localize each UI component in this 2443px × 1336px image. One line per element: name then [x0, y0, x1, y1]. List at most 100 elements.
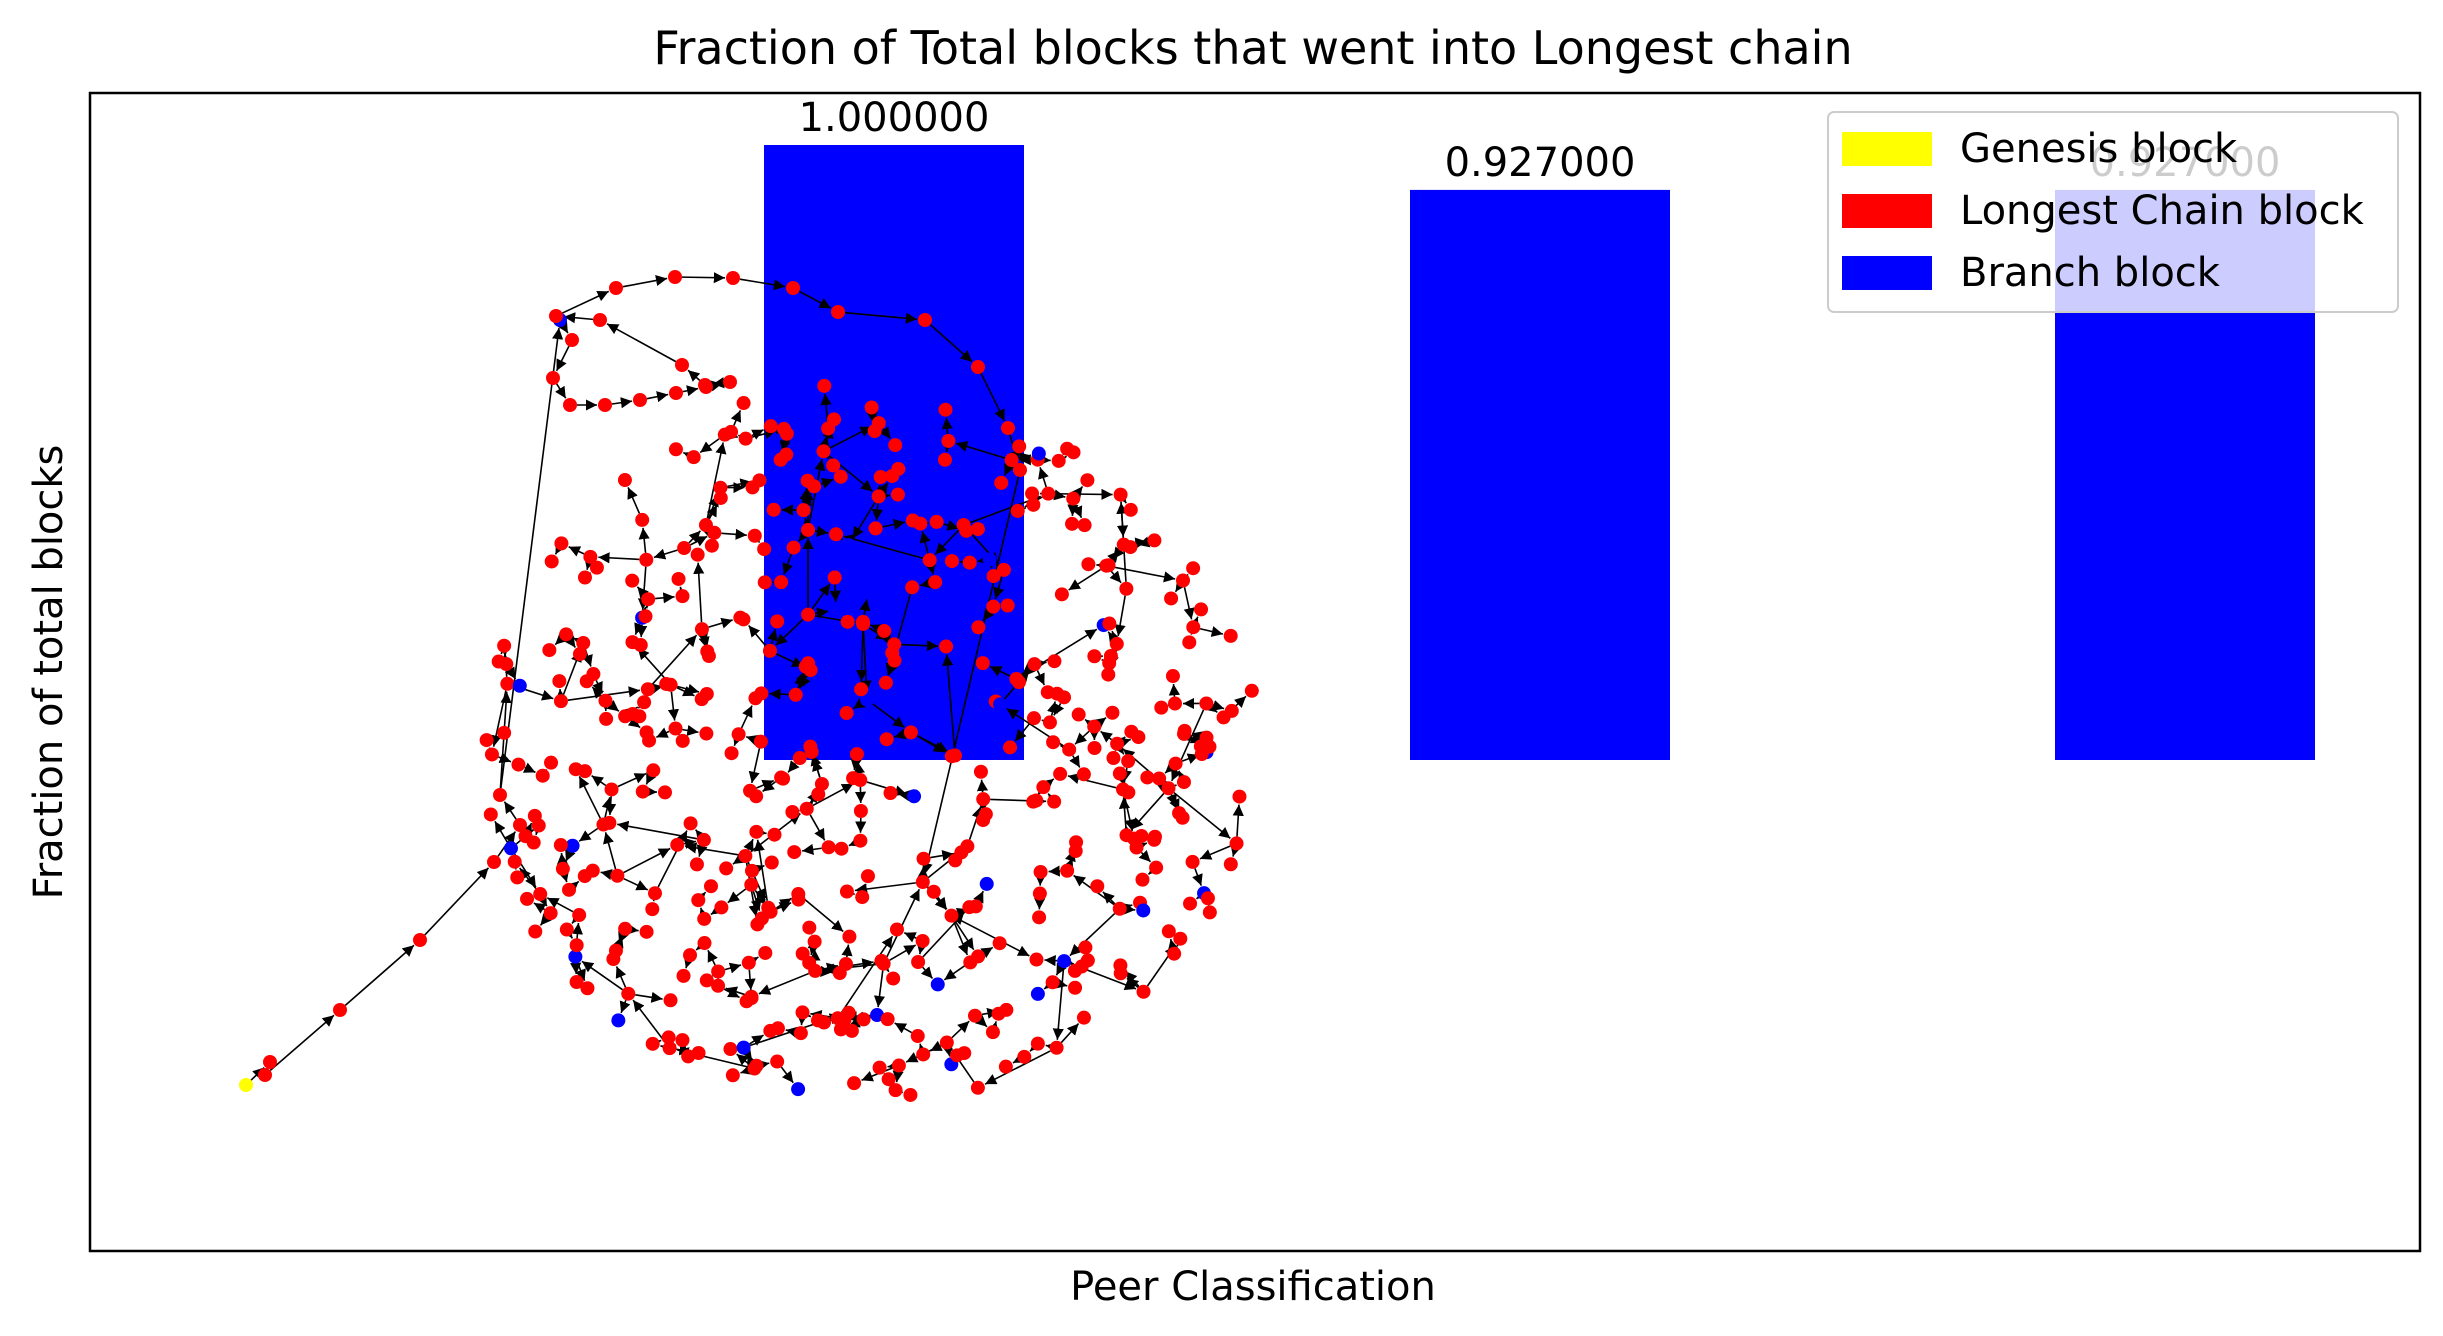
graph-edge: [269, 1014, 335, 1072]
longest-chain-block-node: [992, 936, 1007, 951]
longest-chain-block-node: [996, 562, 1011, 577]
graph-edge: [1043, 977, 1057, 990]
graph-edge: [1230, 844, 1242, 857]
graph-edge: [694, 829, 707, 842]
longest-chain-block-node: [635, 784, 650, 799]
longest-chain-block-node: [753, 734, 768, 749]
longest-chain-block-node: [1194, 602, 1209, 617]
longest-chain-block-node: [867, 424, 882, 439]
longest-chain-block-node: [1149, 860, 1164, 875]
longest-chain-block-node: [970, 1080, 985, 1095]
graph-edge: [1199, 845, 1231, 860]
graph-edge: [424, 867, 490, 936]
longest-chain-block-node: [1176, 573, 1191, 588]
longest-chain-block-node: [579, 674, 594, 689]
longest-chain-block-node: [637, 695, 652, 710]
longest-chain-block-node: [633, 393, 647, 407]
graph-edge: [1112, 546, 1125, 560]
branch-block-node: [860, 692, 875, 707]
graph-edge: [1100, 730, 1113, 743]
longest-chain-block-node: [497, 725, 512, 740]
graph-edge: [687, 369, 701, 382]
longest-chain-block-node: [690, 547, 705, 562]
longest-chain-block-node: [786, 281, 800, 295]
longest-chain-block-node: [873, 470, 888, 485]
graph-edge: [860, 630, 872, 692]
longest-chain-block-node: [1030, 1036, 1045, 1051]
graph-edge: [811, 583, 831, 610]
graph-edge: [1123, 903, 1136, 915]
bar-value-label-1: 1.000000: [799, 95, 990, 141]
longest-chain-block-node: [816, 444, 831, 459]
longest-chain-block-node: [1223, 628, 1238, 643]
longest-chain-block-node: [799, 801, 814, 816]
longest-chain-block-node: [645, 902, 660, 917]
longest-chain-block-node: [671, 571, 686, 586]
graph-edge: [1061, 955, 1075, 967]
graph-edge: [724, 962, 742, 974]
longest-chain-block-node: [738, 848, 753, 863]
y-axis-label: Fraction of total blocks: [26, 445, 72, 900]
longest-chain-block-node: [762, 643, 777, 658]
graph-edge: [721, 528, 747, 540]
longest-chain-block-node: [648, 886, 663, 901]
graph-edge: [1003, 463, 1015, 476]
x-axis-label: Peer Classification: [1070, 1264, 1436, 1310]
graph-edge: [920, 966, 934, 979]
longest-chain-block-node: [807, 479, 822, 494]
longest-chain-block-node: [1060, 863, 1075, 878]
graph-edge: [1192, 868, 1203, 886]
longest-chain-block-node: [546, 371, 560, 385]
graph-edge: [556, 852, 569, 865]
graph-edge: [754, 826, 767, 838]
longest-chain-block-node: [749, 1058, 764, 1073]
graph-nodes: [239, 270, 1259, 1102]
longest-chain-block-node: [887, 653, 902, 668]
graph-edge: [814, 525, 829, 537]
graph-edge: [732, 853, 746, 865]
longest-chain-block-node: [1103, 648, 1118, 663]
longest-chain-block-node: [577, 570, 592, 585]
graph-edge: [876, 482, 889, 496]
graph-edge: [929, 1040, 943, 1052]
longest-chain-block-node: [704, 879, 719, 894]
graph-edge: [925, 562, 936, 575]
graph-edge: [1123, 796, 1136, 832]
graph-edge: [1034, 670, 1046, 686]
graph-edge: [739, 850, 750, 864]
longest-chain-block-node: [1194, 747, 1209, 762]
graph-edge: [757, 1059, 770, 1071]
graph-edge: [531, 819, 545, 832]
longest-chain-block-node: [700, 644, 715, 659]
longest-chain-block-node: [583, 549, 598, 564]
longest-chain-block-node: [1177, 726, 1192, 741]
longest-chain-block-node: [1003, 740, 1018, 755]
longest-chain-block-node: [971, 620, 986, 635]
longest-chain-block-node: [1182, 635, 1197, 650]
graph-edge: [820, 477, 834, 489]
branch-block-node: [930, 977, 945, 992]
graph-edge: [645, 771, 657, 785]
graph-edge: [943, 519, 959, 531]
graph-edge: [605, 796, 617, 815]
longest-chain-block-node: [1081, 557, 1096, 572]
graph-edge: [976, 779, 989, 793]
graph-edge: [638, 527, 650, 553]
longest-chain-block-node: [697, 911, 712, 926]
longest-chain-block-node: [998, 1059, 1013, 1074]
longest-chain-block-node: [855, 614, 870, 629]
longest-chain-block-node: [915, 875, 930, 890]
graph-edge: [968, 806, 983, 840]
graph-edge: [829, 584, 841, 602]
longest-chain-block-node: [1025, 486, 1040, 501]
longest-chain-block-node: [1032, 910, 1047, 925]
longest-chain-block-node: [826, 458, 841, 473]
longest-chain-block-node: [723, 1042, 738, 1057]
longest-chain-block-node: [698, 378, 712, 392]
longest-chain-block-node: [957, 1046, 972, 1061]
longest-chain-block-node: [802, 920, 817, 935]
longest-chain-block-node: [744, 990, 759, 1005]
branch-block-node: [861, 584, 876, 599]
graph-edge: [954, 921, 975, 951]
graph-edge: [499, 641, 511, 655]
